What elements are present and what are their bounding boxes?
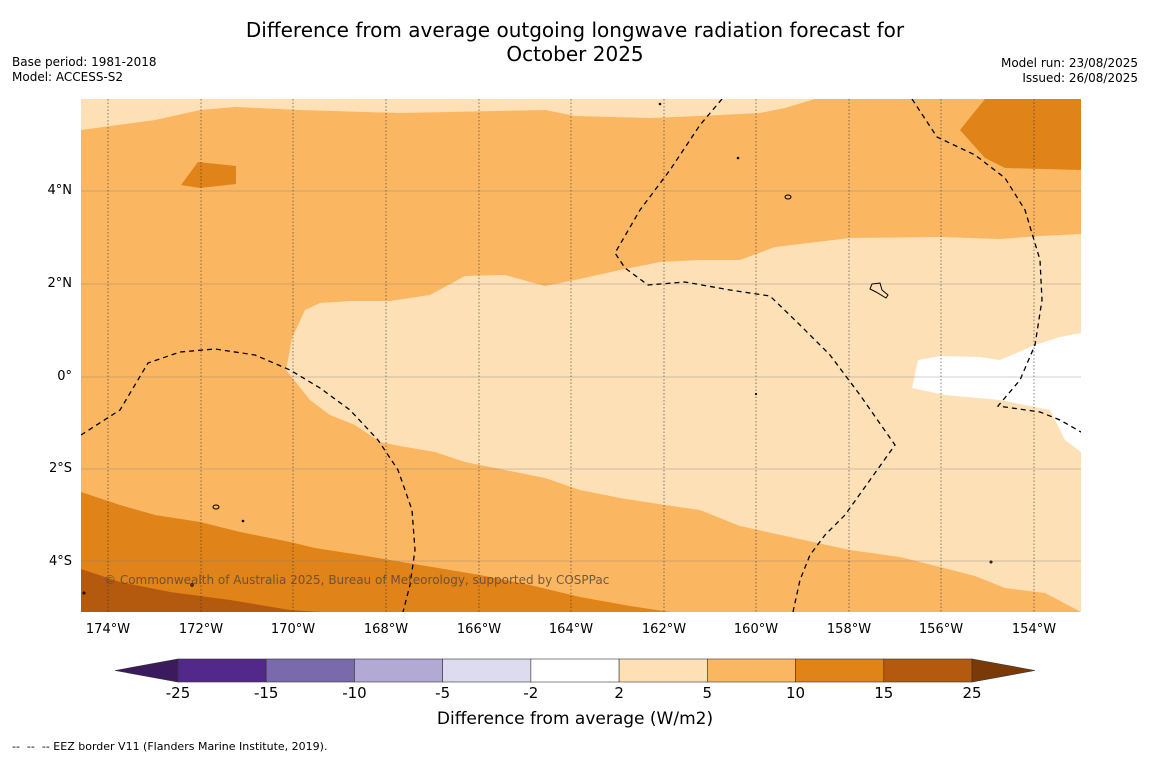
x-tick-label: 162°W bbox=[641, 622, 687, 637]
model-run: Model run: 23/08/2025 bbox=[1000, 56, 1138, 70]
eez-border-east bbox=[911, 99, 1081, 433]
region-top-left-light bbox=[81, 99, 170, 130]
colorbar-tick-label: -25 bbox=[165, 684, 191, 702]
colorbar-tick-label: 15 bbox=[874, 684, 894, 702]
colorbar-tick-label: -2 bbox=[523, 684, 539, 702]
base-period: Base period: 1981-2018 bbox=[12, 55, 157, 69]
x-tick-label: 170°W bbox=[270, 622, 316, 637]
copyright-credit: © Commonwealth of Australia 2025, Bureau… bbox=[104, 573, 610, 587]
eez-borders bbox=[81, 99, 1081, 612]
y-tick-label: 4°S bbox=[48, 554, 72, 569]
x-tick-label: 174°W bbox=[85, 622, 131, 637]
x-tick-label: 156°W bbox=[918, 622, 964, 637]
eez-border-west bbox=[81, 348, 416, 612]
colorbar-segment bbox=[707, 658, 796, 683]
title-line-2: October 2025 bbox=[506, 42, 644, 66]
y-tick-label: 2°S bbox=[48, 461, 72, 476]
colorbar-tick-label: 10 bbox=[786, 684, 806, 702]
map-grid bbox=[81, 99, 1081, 612]
region-10-15-patch bbox=[181, 162, 236, 188]
region-neutral bbox=[912, 333, 1081, 452]
colorbar-tick-label: 2 bbox=[614, 684, 624, 702]
y-tick-label: 2°N bbox=[47, 276, 73, 291]
colorbar-segment bbox=[795, 658, 885, 683]
island-markers bbox=[82, 102, 993, 595]
region-10-15-bottom bbox=[81, 492, 670, 612]
colorbar-tick-label: -10 bbox=[342, 684, 367, 702]
chart-title: Difference from average outgoing longwav… bbox=[0, 18, 1150, 66]
footnote: -- -- -- EEZ border V11 (Flanders Marine… bbox=[12, 740, 328, 753]
colorbar-segment bbox=[354, 658, 443, 683]
colorbar-segment bbox=[265, 658, 355, 683]
issued-date: Issued: 26/08/2025 bbox=[1022, 71, 1138, 85]
title-line-1: Difference from average outgoing longwav… bbox=[245, 18, 905, 42]
colorbar-title: Difference from average (W/m2) bbox=[436, 709, 714, 729]
colorbar bbox=[114, 658, 1036, 683]
y-tick-label: 4°N bbox=[47, 183, 73, 198]
region-15-25-bottom bbox=[81, 569, 320, 612]
colorbar-segment bbox=[442, 658, 532, 683]
colorbar-tick-label: -15 bbox=[253, 684, 279, 702]
meta-right: Model run: 23/08/2025 Issued: 26/08/2025 bbox=[1001, 56, 1138, 86]
eez-border-central bbox=[614, 99, 896, 612]
x-tick-label: 158°W bbox=[826, 622, 872, 637]
colorbar-segment bbox=[530, 658, 620, 683]
region-10-15-top-right bbox=[960, 99, 1081, 170]
region-top-band-light bbox=[155, 99, 815, 120]
colorbar-tick-label: 5 bbox=[702, 684, 713, 702]
colorbar-extend-max bbox=[971, 658, 1036, 683]
colorbar-tick-label: 25 bbox=[962, 684, 982, 702]
region-2-5-central bbox=[286, 234, 1081, 612]
x-tick-label: 166°W bbox=[456, 622, 502, 637]
x-tick-label: 168°W bbox=[363, 622, 409, 637]
colorbar-extend-min bbox=[114, 658, 179, 683]
meta-left: Base period: 1981-2018 Model: ACCESS-S2 bbox=[12, 55, 157, 85]
colorbar-tick-label: -5 bbox=[435, 684, 451, 702]
colorbar-segment bbox=[618, 658, 708, 683]
x-tick-label: 154°W bbox=[1011, 622, 1057, 637]
model-name: Model: ACCESS-S2 bbox=[12, 70, 124, 84]
colorbar-segment bbox=[177, 658, 267, 683]
x-tick-label: 160°W bbox=[733, 622, 779, 637]
x-tick-label: 164°W bbox=[548, 622, 594, 637]
map-fill bbox=[81, 99, 1081, 612]
x-tick-label: 172°W bbox=[178, 622, 224, 637]
colorbar-segment bbox=[883, 658, 973, 683]
y-tick-label: 0° bbox=[57, 369, 72, 384]
